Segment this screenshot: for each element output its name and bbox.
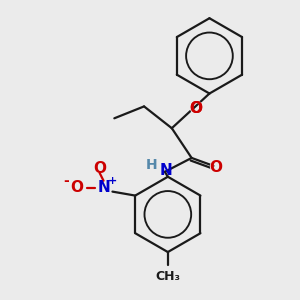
Text: O: O [70, 180, 83, 195]
Text: O: O [188, 100, 203, 118]
Text: N: N [160, 163, 172, 178]
Text: CH₃: CH₃ [155, 270, 180, 283]
Text: H: H [146, 158, 158, 172]
Text: O: O [208, 159, 223, 177]
Text: +: + [108, 176, 117, 186]
Text: O: O [189, 101, 202, 116]
Text: N: N [97, 180, 110, 195]
Text: -: - [63, 174, 69, 188]
Text: O: O [189, 101, 202, 116]
Text: O: O [209, 160, 222, 175]
Text: O: O [93, 161, 106, 176]
